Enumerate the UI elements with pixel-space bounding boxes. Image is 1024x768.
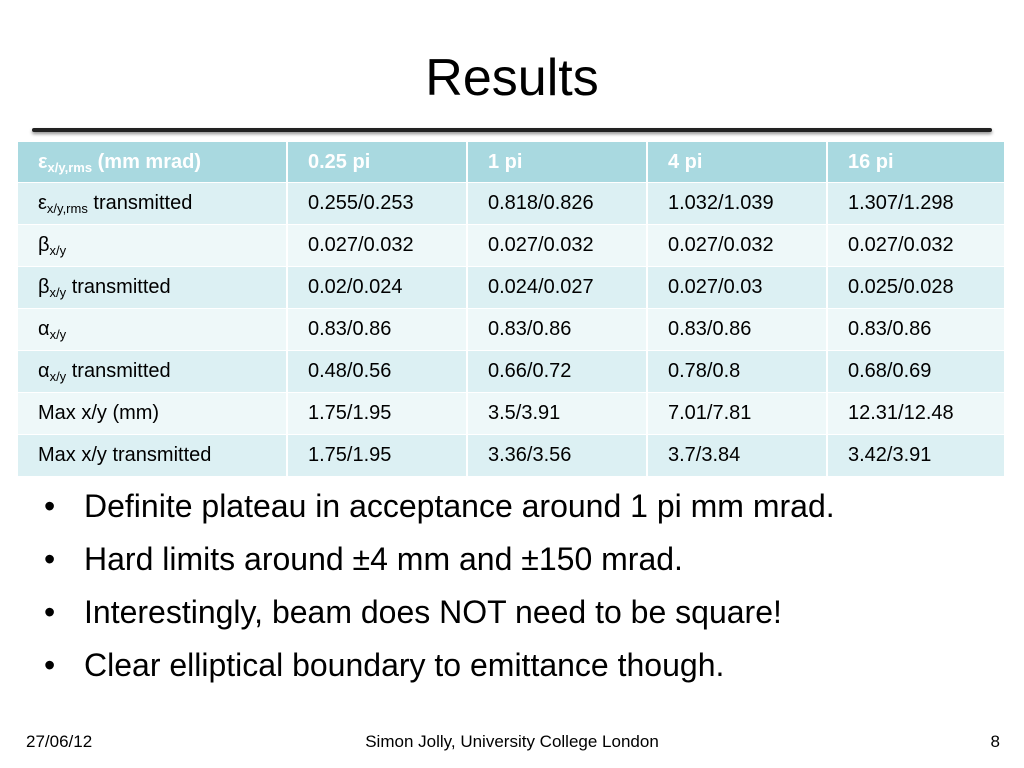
footer-date: 27/06/12 [26,732,93,751]
table-cell: 1.75/1.95 [286,434,468,477]
row-label-suffix: transmitted [66,360,171,382]
row-label-subscript: x/y,rms [46,201,88,216]
row-label-subscript: x/y [49,369,67,384]
table-cell: 0.83/0.86 [466,308,648,351]
table-cell: 0.255/0.253 [286,182,468,225]
table-cell: 0.025/0.028 [826,266,1006,309]
table-cell: 1.75/1.95 [286,392,468,435]
bullet-icon: • [44,488,56,524]
header-symbol: ε [38,150,48,173]
row-label-suffix: transmitted [66,276,171,298]
table-cell: 3.36/3.56 [466,434,648,477]
row-label-subscript: x/y [49,243,67,258]
table-cell: 0.027/0.032 [286,224,468,267]
bullet-list: • Definite plateau in acceptance around 1… [40,480,835,692]
table-cell: 0.024/0.027 [466,266,648,309]
table-row: αx/y transmitted 0.48/0.56 0.66/0.72 0.7… [16,350,1006,393]
table-cell: 12.31/12.48 [826,392,1006,435]
row-label-symbol: Max x/y (mm) [38,402,160,424]
table-cell: 1.032/1.039 [646,182,828,225]
table-cell: 0.48/0.56 [286,350,468,393]
row-label: αx/y transmitted [16,350,288,393]
table-cell: 0.66/0.72 [466,350,648,393]
row-label-suffix: transmitted [87,192,193,214]
table-cell: 0.818/0.826 [466,182,648,225]
row-label-symbol: Max x/y transmitted [38,444,212,466]
table-cell: 3.42/3.91 [826,434,1006,477]
list-item: • Definite plateau in acceptance around 1… [40,480,835,533]
table-cell: 0.027/0.032 [466,224,648,267]
table-cell: 0.027/0.03 [646,266,828,309]
list-item: • Interestingly, beam does NOT need to be… [40,586,835,639]
table-cell: 0.027/0.032 [826,224,1006,267]
footer-page-number: 8 [990,732,1000,751]
slide-title: Results [425,49,599,107]
row-label-symbol: α [38,318,50,340]
row-label: εx/y,rms transmitted [16,182,288,225]
row-label: βx/y [16,224,288,267]
footer-author: Simon Jolly, University College London [365,732,659,751]
header-units: (mm mrad) [92,150,201,173]
list-item: • Hard limits around ±4 mm and ±150 mrad. [40,533,835,586]
list-item: • Clear elliptical boundary to emittance … [40,639,835,692]
table-cell: 3.5/3.91 [466,392,648,435]
header-cell-0-25-pi: 0.25 pi [286,142,468,183]
table-row: βx/y transmitted 0.02/0.024 0.024/0.027 … [16,266,1006,309]
table-cell: 0.027/0.032 [646,224,828,267]
row-label-symbol: β [38,234,50,256]
table-row: εx/y,rms transmitted 0.255/0.253 0.818/0… [16,182,1006,225]
row-label: βx/y transmitted [16,266,288,309]
table-cell: 7.01/7.81 [646,392,828,435]
bullet-icon: • [44,647,56,683]
header-subscript: x/y,rms [47,159,93,175]
row-label-subscript: x/y [49,327,67,342]
bullet-text: Hard limits around ±4 mm and ±150 mrad. [84,541,683,577]
header-cell-1-pi: 1 pi [466,142,648,183]
table-cell: 0.83/0.86 [646,308,828,351]
table-cell: 0.83/0.86 [286,308,468,351]
table-row: βx/y 0.027/0.032 0.027/0.032 0.027/0.032… [16,224,1006,267]
header-cell-parameter: εx/y,rms (mm mrad) [16,142,288,183]
table-cell: 1.307/1.298 [826,182,1006,225]
table-row: Max x/y transmitted 1.75/1.95 3.36/3.56 … [16,434,1006,477]
bullet-icon: • [44,594,56,630]
header-cell-4-pi: 4 pi [646,142,828,183]
title-divider [32,128,992,132]
header-cell-16-pi: 16 pi [826,142,1006,183]
table-cell: 0.02/0.024 [286,266,468,309]
table-cell: 0.83/0.86 [826,308,1006,351]
row-label-subscript: x/y [49,285,67,300]
bullet-icon: • [44,541,56,577]
row-label-symbol: β [38,276,50,298]
bullet-text: Clear elliptical boundary to emittance t… [84,647,725,683]
table-cell: 0.78/0.8 [646,350,828,393]
table-row: Max x/y (mm) 1.75/1.95 3.5/3.91 7.01/7.8… [16,392,1006,435]
row-label-symbol: ε [38,192,47,214]
bullet-text: Interestingly, beam does NOT need to be … [84,594,782,630]
row-label: Max x/y transmitted [16,434,288,477]
row-label: Max x/y (mm) [16,392,288,435]
table-cell: 0.68/0.69 [826,350,1006,393]
row-label: αx/y [16,308,288,351]
results-table: εx/y,rms (mm mrad) 0.25 pi 1 pi 4 pi 16 … [16,142,1006,477]
table-row: αx/y 0.83/0.86 0.83/0.86 0.83/0.86 0.83/… [16,308,1006,351]
table-cell: 3.7/3.84 [646,434,828,477]
row-label-symbol: α [38,360,50,382]
table-header-row: εx/y,rms (mm mrad) 0.25 pi 1 pi 4 pi 16 … [16,142,1006,183]
bullet-text: Definite plateau in acceptance around 1 … [84,488,835,524]
